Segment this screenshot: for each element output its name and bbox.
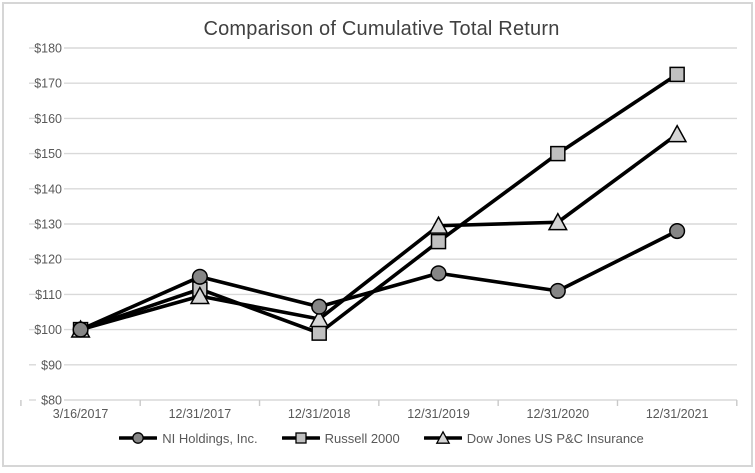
y-axis-label: $160: [34, 112, 62, 126]
legend-square-icon: [281, 432, 320, 444]
x-axis-label: 12/31/2021: [646, 407, 709, 421]
legend-item-ni-holdings-inc: NI Holdings, Inc.: [119, 430, 258, 446]
legend: NI Holdings, Inc. Russell 2000 Dow Jones U…: [4, 430, 755, 446]
y-axis-label: $180: [34, 42, 62, 56]
x-axis-label: 12/31/2019: [407, 407, 470, 421]
legend-label: NI Holdings, Inc.: [162, 430, 258, 446]
legend-circle-icon: [119, 432, 158, 444]
marker-dow-jones-us-p-c-insurance: [667, 124, 688, 143]
legend-marker-triangle: [435, 430, 451, 444]
x-axis-label: 12/31/2018: [288, 407, 351, 421]
series-line-russell-2000: [78, 72, 679, 335]
x-axis-label: 12/31/2017: [169, 407, 232, 421]
marker-dow-jones-us-p-c-insurance: [189, 286, 210, 305]
marker-dow-jones-us-p-c-insurance: [547, 212, 568, 231]
marker-ni-holdings-inc: [72, 321, 89, 338]
series-line-ni-holdings-inc: [78, 229, 679, 332]
marker-ni-holdings-inc: [191, 268, 208, 285]
marker-ni-holdings-inc: [549, 282, 566, 299]
x-axis-label: 12/31/2020: [527, 407, 590, 421]
y-axis-label: $120: [34, 253, 62, 267]
chart-frame: $80 $90 $100 $110 $120 $130 $140 $150 $160 $170 $1…: [2, 2, 753, 467]
legend-label: Dow Jones US P&C Insurance: [466, 430, 644, 446]
y-axis-label: $130: [34, 218, 62, 232]
legend-label: Russell 2000: [324, 430, 400, 446]
plot-area: $80 $90 $100 $110 $120 $130 $140 $150 $160 $170 $1…: [20, 42, 738, 421]
marker-russell-2000: [430, 233, 447, 250]
marker-russell-2000: [311, 325, 327, 341]
legend-item-dow-jones-us-p-c-insurance: Dow Jones US P&C Insurance: [423, 430, 644, 446]
y-axis-label: $170: [34, 77, 62, 91]
series-line-dow-jones-us-p-c-insurance: [78, 132, 679, 332]
legend-marker-square: [294, 432, 307, 444]
y-axis-label: $150: [34, 147, 62, 161]
marker-dow-jones-us-p-c-insurance: [309, 308, 330, 328]
legend-triangle-icon: [423, 430, 462, 444]
legend-item-russell-2000: Russell 2000: [281, 430, 400, 446]
y-axis-label: $140: [34, 182, 62, 196]
chart-title: Comparison of Cumulative Total Return: [203, 18, 560, 40]
y-axis-label: $90: [41, 358, 62, 372]
marker-ni-holdings-inc: [430, 265, 447, 282]
marker-dow-jones-us-p-c-insurance: [428, 215, 449, 234]
legend-marker-circle: [132, 432, 145, 444]
y-axis-label: $80: [41, 394, 62, 408]
y-axis-label: $100: [34, 323, 62, 337]
marker-ni-holdings-inc: [311, 298, 328, 315]
marker-ni-holdings-inc: [669, 222, 686, 240]
marker-russell-2000: [550, 145, 566, 162]
marker-russell-2000: [669, 66, 685, 83]
y-axis-label: $110: [35, 288, 62, 302]
x-axis-label: 3/16/2017: [53, 407, 109, 421]
